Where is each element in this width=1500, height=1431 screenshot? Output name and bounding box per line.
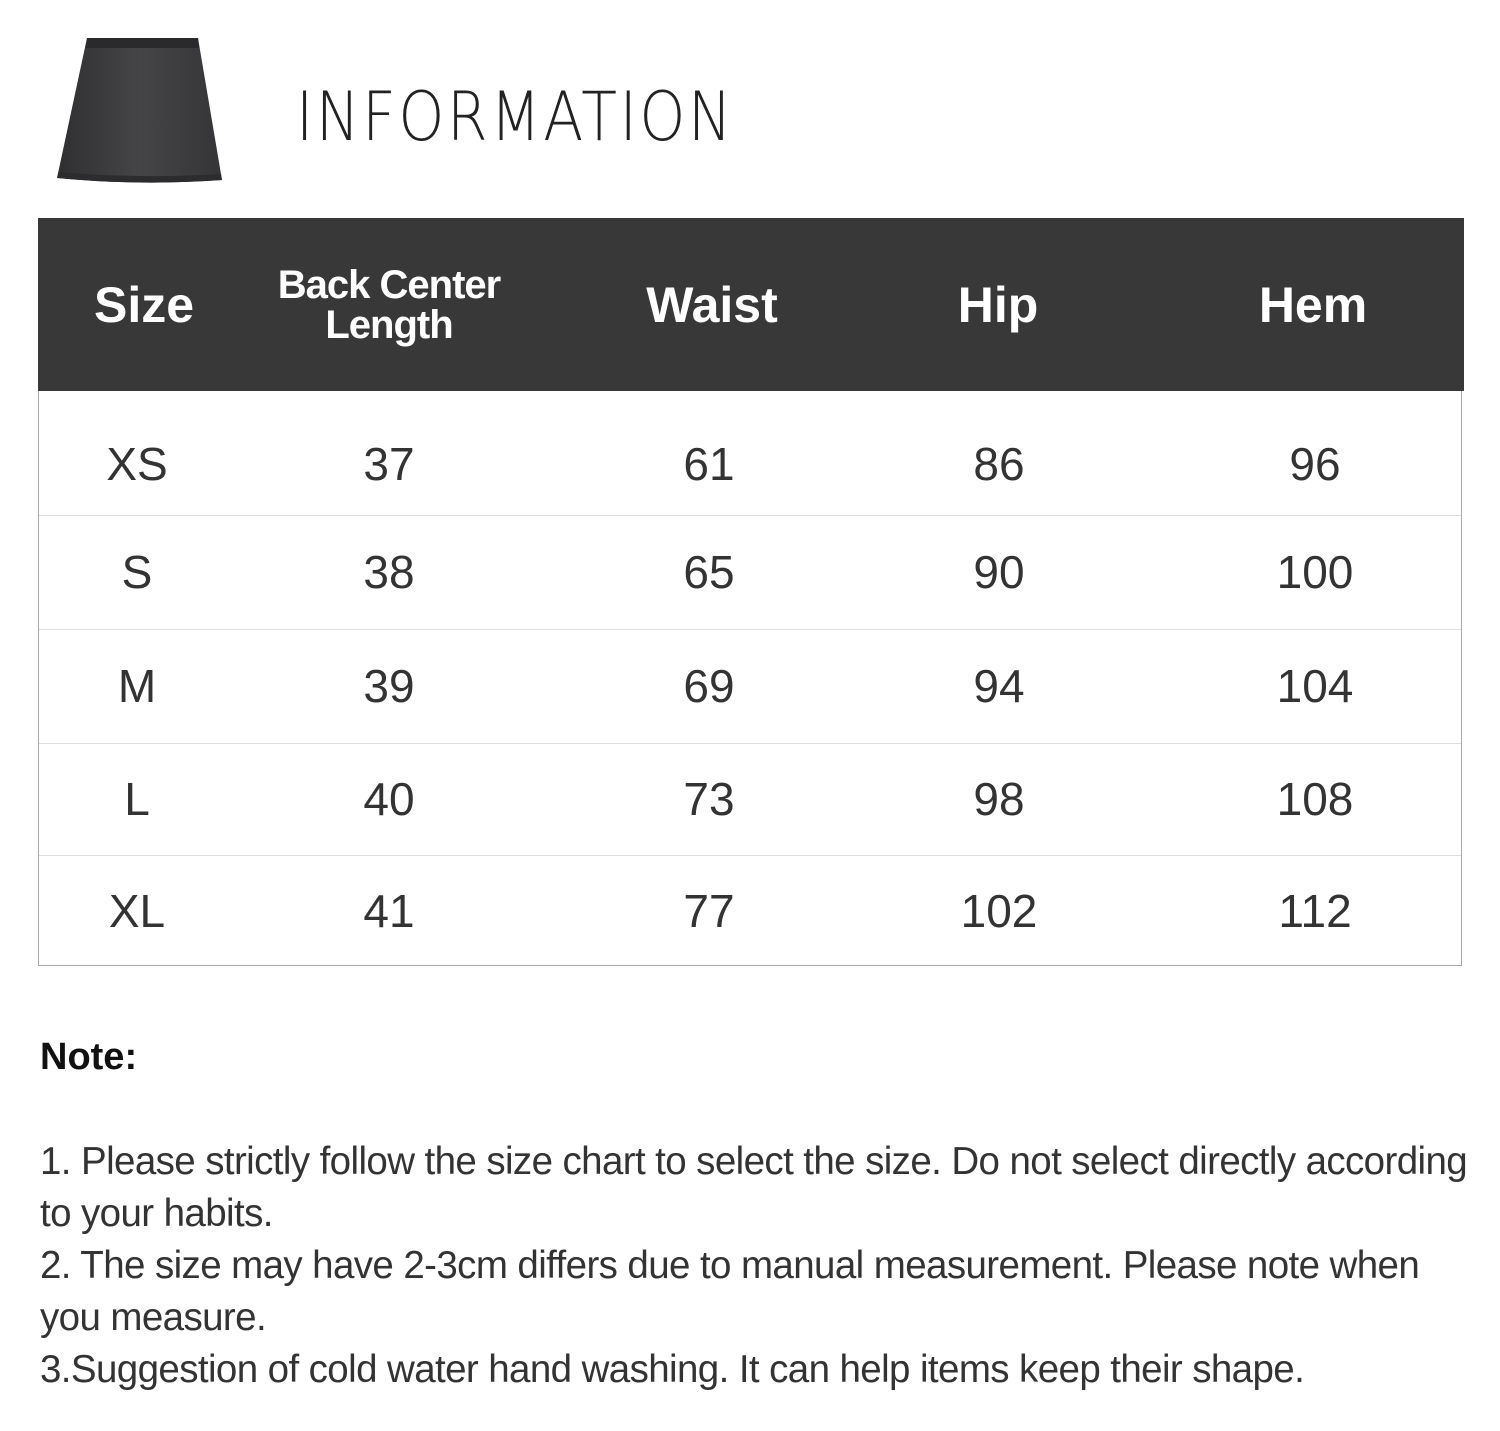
cell-hip: 90 <box>973 546 1025 598</box>
cell-hem: 108 <box>1276 773 1354 825</box>
table-row: M 39 69 94 104 <box>39 629 1461 744</box>
cell-waist: 77 <box>683 884 735 937</box>
cell-size: S <box>121 546 153 598</box>
page-title: INFORMATION <box>296 78 735 157</box>
column-header-size: Size <box>93 276 195 333</box>
cell-waist: 61 <box>683 438 735 490</box>
note-heading: Note: <box>40 1036 138 1078</box>
note-item: 2. The size may have 2-3cm differs due t… <box>40 1244 1420 1339</box>
notes-list: 1. Please strictly follow the size chart… <box>40 1136 1480 1396</box>
cell-size: M <box>117 660 157 712</box>
cell-size: XS <box>106 438 168 490</box>
table-header: Size Back Center Length Waist Hip Hem <box>38 218 1464 391</box>
cell-waist: 69 <box>683 660 735 712</box>
skirt-icon <box>57 38 222 183</box>
cell-hip: 86 <box>973 438 1025 490</box>
column-header-waist: Waist <box>646 276 778 333</box>
cell-hip: 94 <box>973 660 1025 712</box>
cell-waist: 73 <box>683 773 735 825</box>
cell-hem: 100 <box>1276 546 1354 598</box>
column-header-hem: Hem <box>1258 276 1368 333</box>
size-chart-table: Size Back Center Length Waist Hip Hem XS 3… <box>38 218 1464 966</box>
note-item: 1. Please strictly follow the size chart… <box>40 1140 1468 1235</box>
column-header-line: Back Center <box>277 262 501 307</box>
cell-hem: 96 <box>1289 438 1341 490</box>
table-row: S 38 65 90 100 <box>39 515 1461 630</box>
table-row: XL 41 77 102 112 <box>39 855 1461 966</box>
cell-size: L <box>124 773 150 825</box>
table-row: L 40 73 98 108 <box>39 743 1461 856</box>
column-header-line: Length <box>325 302 453 347</box>
cell-hip: 102 <box>960 884 1038 937</box>
cell-hem: 112 <box>1278 884 1352 937</box>
cell-back-center-length: 40 <box>363 773 415 825</box>
cell-size: XL <box>108 884 166 937</box>
cell-back-center-length: 41 <box>363 884 415 937</box>
cell-hem: 104 <box>1276 660 1354 712</box>
cell-waist: 65 <box>683 546 735 598</box>
table-row: XS 37 61 86 96 <box>39 391 1461 516</box>
column-header-hip: Hip <box>957 276 1039 333</box>
cell-back-center-length: 39 <box>363 660 415 712</box>
cell-back-center-length: 37 <box>363 438 415 490</box>
cell-back-center-length: 38 <box>363 546 415 598</box>
cell-hip: 98 <box>973 773 1025 825</box>
column-header-back-center-length: Back Center Length <box>277 218 501 391</box>
note-item: 3.Suggestion of cold water hand washing.… <box>40 1348 1305 1391</box>
